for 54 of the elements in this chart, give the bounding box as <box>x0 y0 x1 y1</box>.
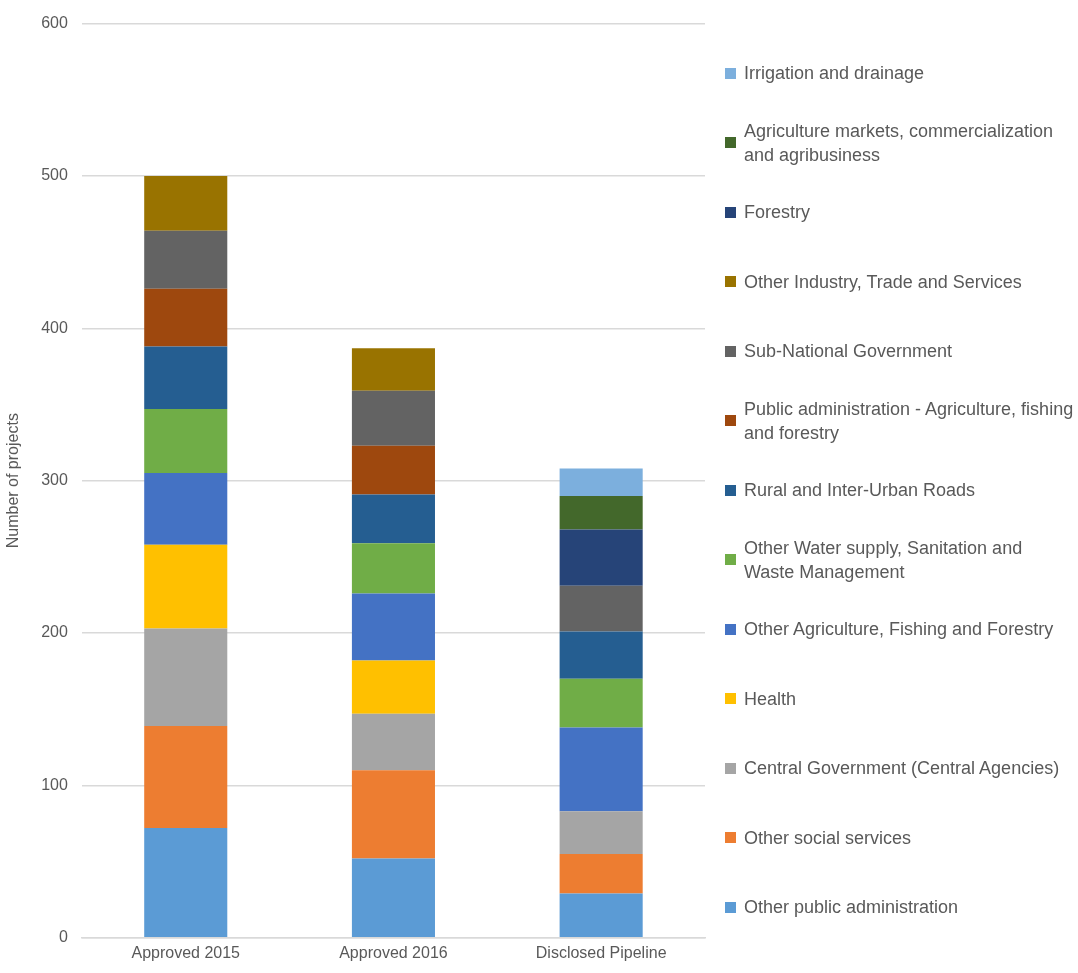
legend-label: Irrigation and drainage <box>744 62 925 85</box>
y-tick-label: 600 <box>41 14 68 32</box>
bar <box>559 854 643 894</box>
bar <box>144 175 228 231</box>
legend-label: Other public administration <box>744 896 959 919</box>
bar <box>144 628 228 727</box>
y-tick-label: 0 <box>58 928 68 946</box>
legend-label: Other Agriculture, Fishing and Forestry <box>744 618 1054 641</box>
x-tick-label: Approved 2015 <box>131 943 241 961</box>
y-tick-label: 200 <box>41 623 68 641</box>
bar <box>144 409 228 474</box>
legend-label: Rural and Inter-Urban Roads <box>744 479 976 502</box>
bar <box>144 230 228 289</box>
legend-label: Sub-National Government <box>744 340 953 363</box>
bar <box>559 893 643 938</box>
y-axis-title: Number of projects <box>4 413 22 549</box>
y-tick-label: 300 <box>41 471 68 489</box>
bar <box>351 713 435 771</box>
bar <box>351 445 435 495</box>
legend-label: Other social services <box>744 826 912 850</box>
bar <box>351 494 435 544</box>
bar <box>559 631 643 679</box>
bar <box>351 390 435 446</box>
bar <box>144 288 228 347</box>
legend-label: Central Government (Central Agencies) <box>744 757 1060 780</box>
x-tick-label: Disclosed Pipeline <box>535 943 667 961</box>
bar <box>144 346 228 410</box>
legend-label: Health <box>744 687 797 711</box>
bar <box>559 585 643 632</box>
bar <box>351 543 435 594</box>
bar <box>351 593 435 661</box>
bar <box>351 348 435 391</box>
legend-label: Agriculture markets, commercialization and agribusiness <box>744 119 1055 167</box>
bar <box>559 727 643 812</box>
bar <box>144 473 228 545</box>
bar <box>559 495 643 530</box>
y-tick-label: 400 <box>41 318 68 336</box>
legend-label: Other Industry, Trade and Services <box>744 270 1022 294</box>
bar <box>144 544 228 629</box>
bar <box>144 726 228 829</box>
bar <box>144 828 228 938</box>
x-tick-label: Approved 2016 <box>339 943 448 961</box>
bar <box>559 811 643 854</box>
y-tick-label: 100 <box>41 775 68 793</box>
legend-label: Other Water supply, Sanitation and Waste Management <box>744 536 1024 584</box>
y-tick-label: 500 <box>41 166 68 184</box>
bar <box>351 770 435 859</box>
legend-label: Forestry <box>744 201 811 224</box>
bar <box>351 858 435 938</box>
legend-label: Public administration - Agriculture, fishing and forestry <box>744 397 1075 445</box>
bar <box>559 529 643 586</box>
bar <box>559 468 643 496</box>
bar <box>351 660 435 714</box>
bar <box>559 678 643 728</box>
